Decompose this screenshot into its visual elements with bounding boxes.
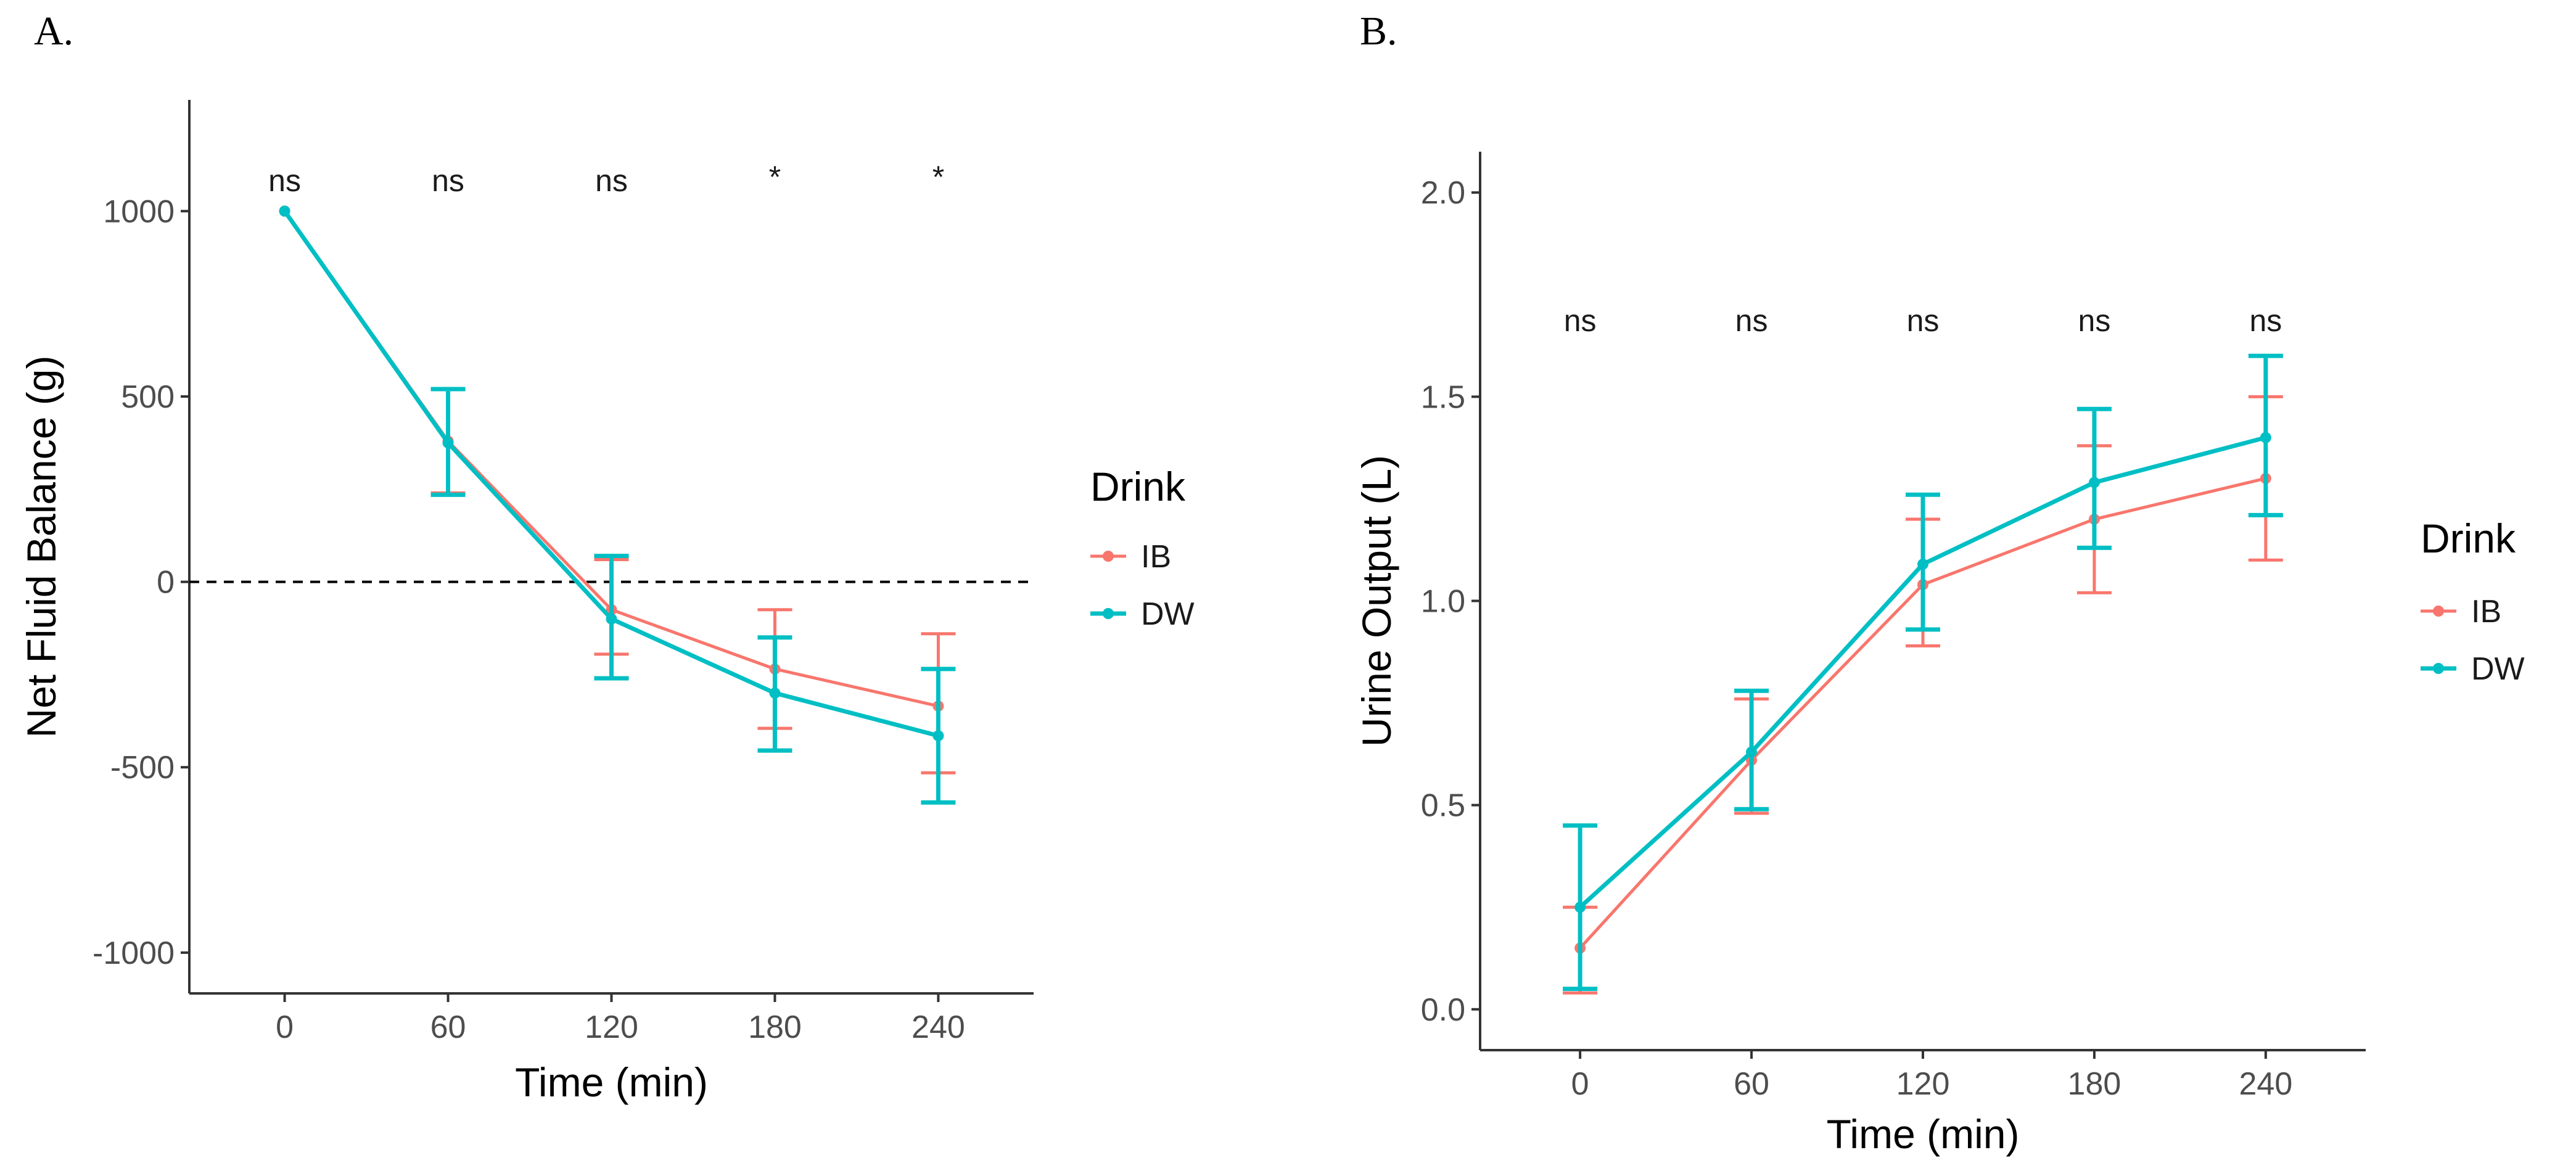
significance-label: ns	[1735, 303, 1768, 338]
legend: Drink IB DW	[1090, 464, 1195, 632]
legend-title: Drink	[1090, 464, 1186, 509]
significance-label: ns	[1907, 303, 1940, 338]
y-tick-label: 500	[121, 379, 175, 415]
panel-letter: A.	[34, 9, 73, 54]
y-tick-label: 1.5	[1421, 379, 1465, 415]
data-point	[442, 437, 454, 449]
data-point	[1746, 746, 1758, 758]
x-tick-label: 60	[1734, 1066, 1769, 1102]
significance-label: ns	[2249, 303, 2282, 338]
legend-key-point	[1103, 551, 1114, 562]
x-tick-label: 120	[1896, 1066, 1950, 1102]
series-dw	[1563, 353, 2283, 992]
data-point	[932, 730, 944, 742]
significance-label: ns	[595, 163, 628, 198]
legend: Drink IB DW	[2421, 516, 2525, 687]
x-tick-label: 0	[1571, 1066, 1589, 1102]
data-point	[2088, 477, 2100, 488]
significance-label: ns	[1564, 303, 1597, 338]
data-point	[606, 613, 617, 625]
y-tick-label: 0.5	[1421, 788, 1465, 824]
significance-label: ns	[268, 163, 301, 198]
legend-label: IB	[1141, 539, 1171, 575]
y-tick-label: 0	[157, 565, 175, 601]
legend-label: DW	[2471, 651, 2525, 687]
series-dw	[279, 205, 956, 805]
x-axis-title: Time (min)	[1827, 1111, 2020, 1157]
chart-panel-a: A. -1000 -500 0 500 1000 0 60 120 180 240 Net Fluid…	[19, 9, 1195, 1105]
panel-letter: B.	[1360, 9, 1397, 54]
y-tick-label: -500	[110, 750, 175, 786]
legend-key-point	[1103, 608, 1114, 619]
legend-label: DW	[1141, 596, 1195, 632]
x-tick-label: 180	[748, 1009, 802, 1045]
data-point	[279, 205, 290, 217]
y-axis-title: Urine Output (L)	[1354, 455, 1399, 747]
data-point	[2260, 432, 2271, 443]
significance-label: *	[932, 160, 944, 194]
significance-label: *	[769, 160, 781, 194]
y-tick-label: 0.0	[1421, 992, 1465, 1028]
x-axis-title: Time (min)	[515, 1059, 708, 1105]
data-point	[1574, 902, 1586, 913]
legend-key-point	[2433, 663, 2444, 674]
y-axis-title: Net Fluid Balance (g)	[19, 356, 64, 738]
x-tick-label: 60	[430, 1009, 466, 1045]
chart-panel-b: B. 0.0 0.5 1.0 1.5 2.0 0 60 120 180 240 Urine Outpu…	[1354, 9, 2525, 1157]
series-ib	[1563, 395, 2283, 995]
y-tick-label: -1000	[93, 935, 175, 971]
data-point	[769, 687, 781, 699]
x-tick-label: 120	[585, 1009, 638, 1045]
legend-label: IB	[2471, 594, 2501, 630]
significance-label: ns	[2078, 303, 2111, 338]
x-tick-label: 240	[911, 1009, 965, 1045]
y-tick-label: 2.0	[1421, 175, 1465, 211]
legend-title: Drink	[2421, 516, 2516, 561]
series-ib	[279, 205, 956, 775]
x-tick-label: 240	[2239, 1066, 2292, 1102]
y-tick-label: 1000	[103, 194, 175, 229]
x-tick-label: 0	[276, 1009, 294, 1045]
legend-key-point	[2433, 606, 2444, 617]
y-tick-label: 1.0	[1421, 584, 1465, 620]
data-point	[1917, 558, 1928, 570]
x-tick-label: 180	[2068, 1066, 2121, 1102]
significance-label: ns	[432, 163, 464, 198]
